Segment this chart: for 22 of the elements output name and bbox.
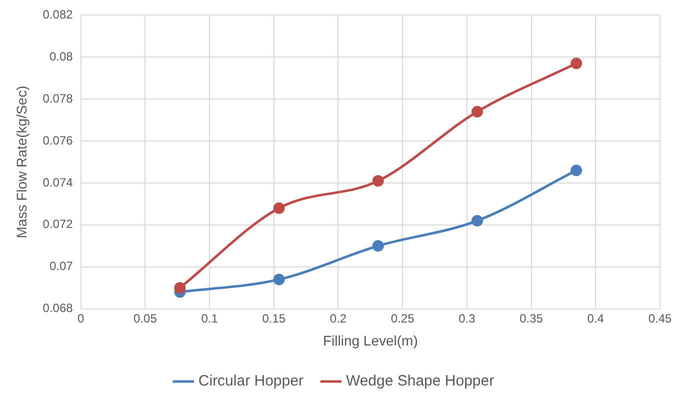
x-tick-label: 0.15	[262, 311, 286, 326]
x-tick-label: 0.35	[520, 311, 544, 326]
legend-label: Circular Hopper	[198, 372, 304, 390]
y-tick-label: 0.072	[42, 217, 74, 232]
x-tick-label: 0.2	[330, 311, 347, 326]
x-tick-label: 0.1	[201, 311, 218, 326]
x-tick-label: 0.45	[648, 311, 672, 326]
x-tick-label: 0.4	[587, 311, 604, 326]
y-tick-label: 0.068	[42, 301, 74, 316]
y-tick-label: 0.078	[42, 91, 74, 106]
x-tick-label: 0.05	[134, 311, 158, 326]
x-tick-label: 0.25	[390, 311, 415, 326]
y-axis-title: Mass Flow Rate(kg/Sec)	[13, 86, 30, 238]
y-tick-label: 0.076	[42, 133, 74, 148]
legend-label: Wedge Shape Hopper	[346, 372, 494, 390]
x-axis-title: Filling Level(m)	[322, 332, 418, 348]
y-tick-label: 0.07	[49, 259, 74, 274]
y-tick-label: 0.08	[49, 49, 74, 64]
x-tick-label: 0	[77, 311, 84, 326]
x-tick-label: 0.3	[458, 311, 476, 326]
y-tick-label: 0.082	[42, 8, 74, 22]
y-tick-label: 0.074	[42, 175, 74, 190]
